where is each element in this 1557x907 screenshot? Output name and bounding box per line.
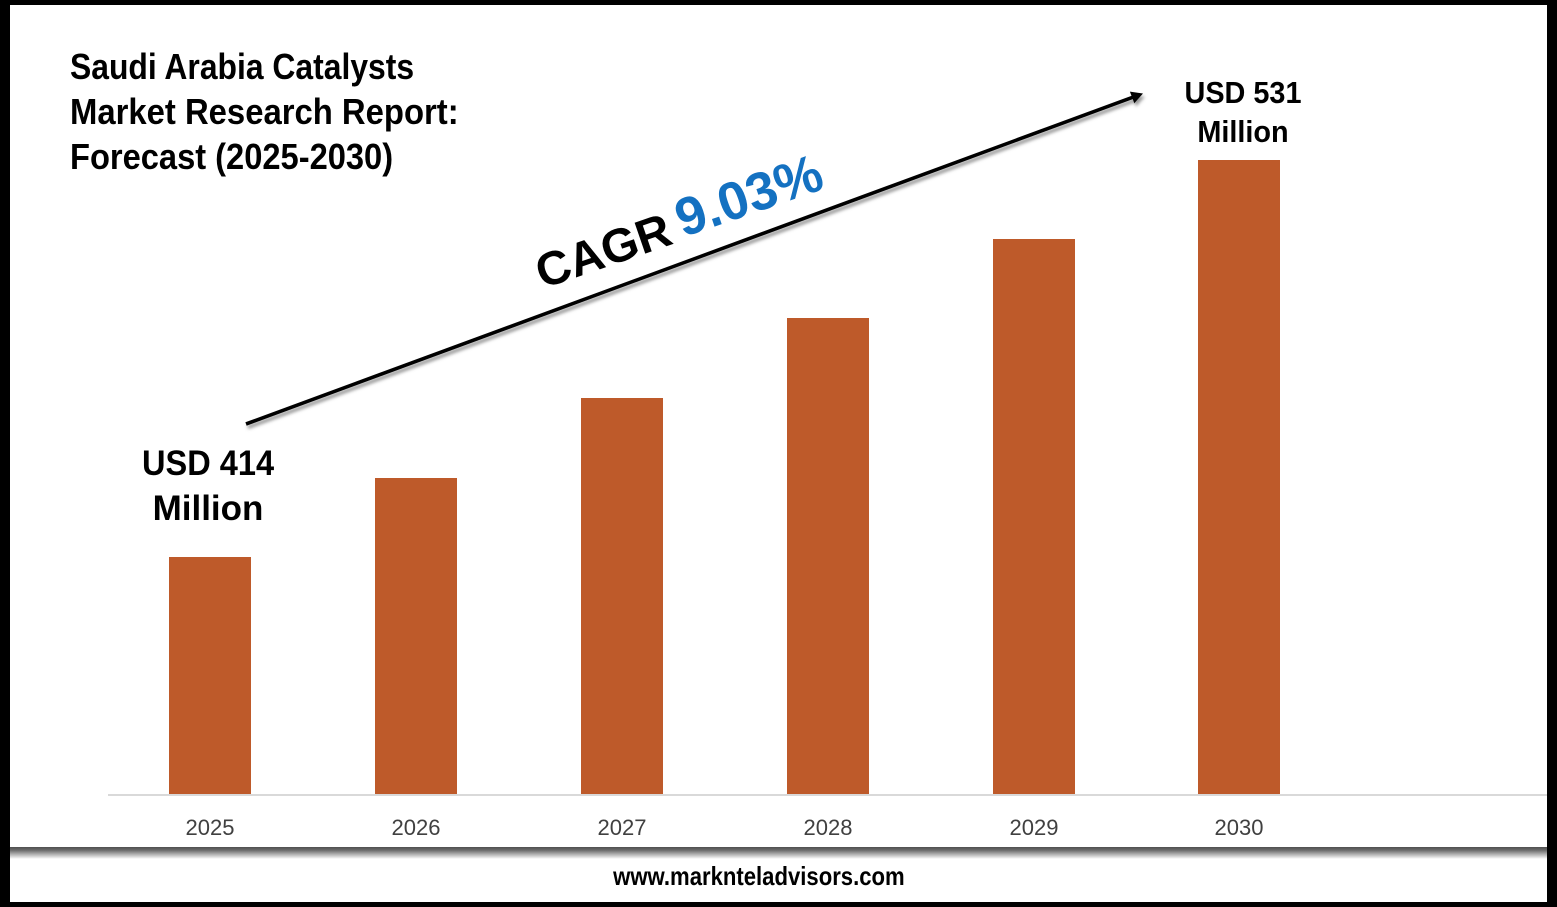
- svg-text:CAGR: CAGR: [529, 204, 678, 300]
- svg-text:9.03%: 9.03%: [668, 144, 831, 249]
